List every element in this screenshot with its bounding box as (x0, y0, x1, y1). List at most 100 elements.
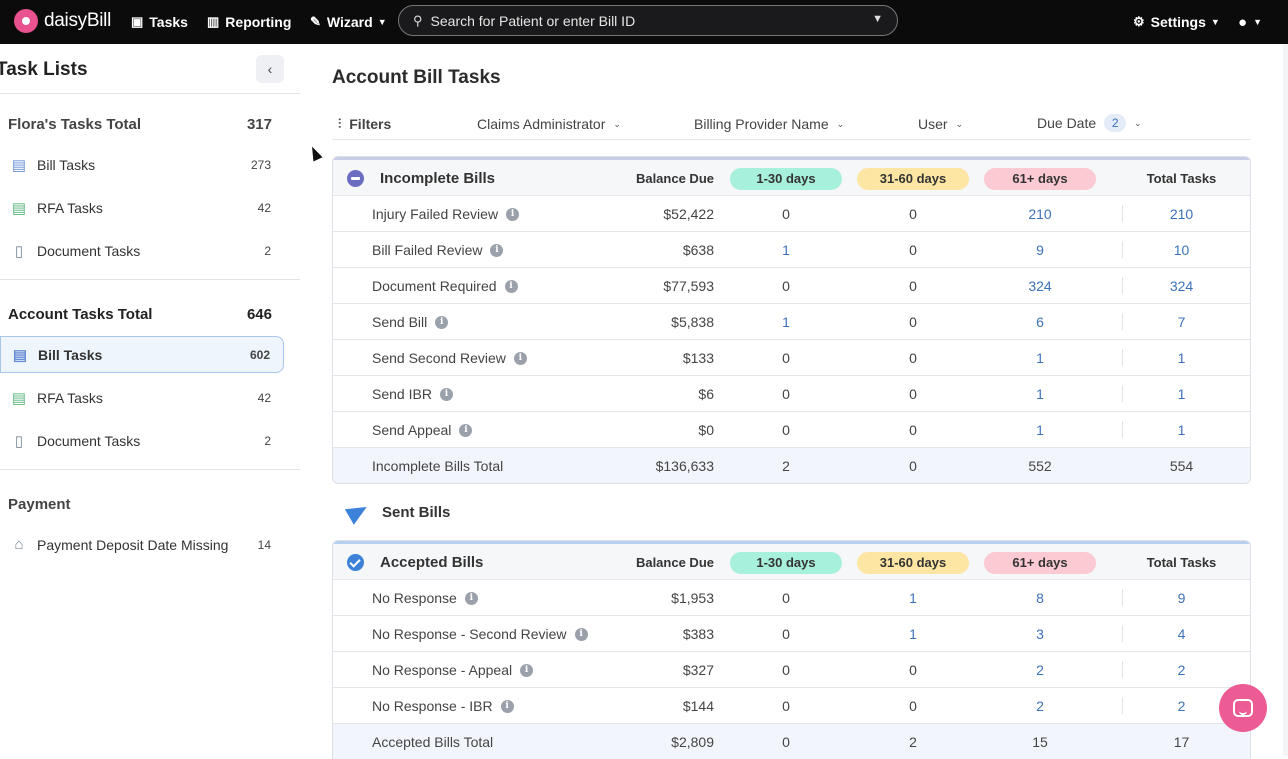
total-tasks-cell[interactable]: 210 (1169, 206, 1194, 222)
days-1-30-cell: 0 (782, 422, 790, 438)
info-icon[interactable]: i (513, 351, 527, 365)
sidebar-item-flora-document-tasks[interactable]: ▯ Document Tasks 2 (0, 232, 284, 269)
info-icon[interactable]: i (490, 243, 504, 257)
total-tasks-cell[interactable]: 1 (1177, 350, 1186, 366)
row-label: No Response - Second Review i (372, 626, 588, 642)
days-61-plus-cell[interactable]: 324 (1028, 278, 1052, 294)
days-1-30-cell: 0 (782, 386, 790, 402)
due-date-count-badge: 2 (1104, 114, 1127, 132)
total-tasks-cell[interactable]: 2 (1177, 662, 1186, 678)
bank-icon: ⌂ (14, 536, 24, 553)
balance-due-cell: $136,633 (655, 458, 714, 474)
total-tasks-cell[interactable]: 10 (1173, 242, 1190, 258)
nav-reporting[interactable]: ▥ Reporting (207, 0, 291, 44)
days-61-plus-cell[interactable]: 3 (1036, 626, 1044, 642)
sidebar-item-account-rfa-tasks[interactable]: ▤ RFA Tasks 42 (0, 379, 284, 416)
nav-wizard[interactable]: ✎ Wizard ▼ (310, 0, 387, 44)
info-icon[interactable]: i (504, 279, 518, 293)
days-31-60-cell: 0 (909, 278, 917, 294)
info-icon[interactable]: i (459, 423, 473, 437)
days-61-plus-cell[interactable]: 2 (1036, 698, 1044, 714)
row-label-text: Injury Failed Review (372, 206, 499, 222)
days-61-plus-cell[interactable]: 2 (1036, 662, 1044, 678)
balance-due-cell: $383 (682, 626, 714, 642)
row-label-text: Send Appeal (372, 422, 452, 438)
search-input[interactable]: ⚲ Search for Patient or enter Bill ID ▼ (398, 5, 898, 36)
chat-support-button[interactable] (1219, 684, 1267, 732)
page-scrollbar[interactable] (1283, 44, 1288, 756)
days-1-30-cell: 0 (782, 278, 790, 294)
days-61-plus-cell[interactable]: 1 (1036, 386, 1044, 402)
row-label-text: No Response - Second Review (372, 626, 567, 642)
total-tasks-cell[interactable]: 2 (1177, 698, 1186, 714)
daisybill-logo[interactable]: daisyBill (14, 9, 111, 33)
total-tasks-cell[interactable]: 7 (1177, 314, 1186, 330)
total-tasks-cell: 17 (1173, 734, 1190, 750)
days-61-plus-cell[interactable]: 9 (1036, 242, 1044, 258)
filters-toggle[interactable]: ⫶ Filters (338, 116, 391, 132)
info-icon[interactable]: i (464, 591, 478, 605)
row-label-text: Document Required (372, 278, 497, 294)
days-61-plus-cell[interactable]: 1 (1036, 350, 1044, 366)
user-filter[interactable]: User ⌄ (918, 116, 963, 132)
due-date-filter[interactable]: Due Date 2 ⌄ (1037, 114, 1142, 132)
days-1-30-cell: 2 (782, 458, 790, 474)
balance-due-cell: $5,838 (671, 314, 714, 330)
check-circle-icon[interactable] (347, 554, 364, 571)
floras-tasks-count: 317 (246, 116, 272, 133)
info-icon[interactable]: i (500, 699, 514, 713)
row-label: Send Bill i (372, 314, 449, 330)
info-icon[interactable]: i (574, 627, 588, 641)
sidebar-item-payment-deposit-date-missing[interactable]: ⌂ Payment Deposit Date Missing 14 (0, 526, 284, 563)
nav-tasks[interactable]: ▣ Tasks (131, 0, 188, 44)
sidebar-item-account-document-tasks[interactable]: ▯ Document Tasks 2 (0, 422, 284, 459)
days-31-60-cell: 0 (909, 422, 917, 438)
info-icon[interactable]: i (439, 387, 453, 401)
gear-icon: ⚙ (1133, 14, 1145, 29)
collapse-sidebar-button[interactable]: ‹ (256, 55, 284, 83)
nav-settings[interactable]: ⚙ Settings ▼ (1133, 0, 1220, 44)
info-icon[interactable]: i (506, 207, 520, 221)
sidebar-item-flora-bill-tasks[interactable]: ▤ Bill Tasks 273 (0, 146, 284, 183)
sidebar-item-account-bill-tasks[interactable]: ▤ Bill Tasks 602 (0, 336, 284, 373)
row-label: Injury Failed Review i (372, 206, 520, 222)
days-31-60-cell: 0 (909, 698, 917, 714)
sidebar-item-count: 2 (264, 243, 271, 258)
total-tasks-cell[interactable]: 324 (1169, 278, 1194, 294)
balance-due-cell: $144 (682, 698, 714, 714)
table-row: Document Required i $77,593 0 0 324 324 (333, 267, 1250, 303)
row-label: Send IBR i (372, 386, 453, 402)
claims-administrator-filter[interactable]: Claims Administrator ⌄ (477, 116, 621, 132)
magic-wand-icon: ✎ (310, 14, 321, 29)
row-label-text: No Response - Appeal (372, 662, 513, 678)
collapse-minus-icon[interactable] (347, 170, 364, 187)
total-tasks-cell[interactable]: 9 (1177, 590, 1186, 606)
search-dropdown-chevron-icon[interactable]: ▼ (872, 13, 883, 25)
column-divider (1122, 697, 1123, 714)
chevron-down-icon: ⌄ (955, 118, 964, 129)
days-1-30-cell: 0 (782, 698, 790, 714)
days-61-plus-cell[interactable]: 1 (1036, 422, 1044, 438)
user-menu[interactable]: ● ▼ (1238, 0, 1262, 44)
row-label-text: Send IBR (372, 386, 432, 402)
days-1-30-cell[interactable]: 1 (782, 314, 790, 330)
row-label: No Response - Appeal i (372, 662, 534, 678)
info-icon[interactable]: i (520, 663, 534, 677)
days-1-30-cell[interactable]: 1 (782, 242, 790, 258)
total-tasks-cell[interactable]: 1 (1177, 386, 1186, 402)
daisy-flower-icon (14, 9, 38, 33)
paper-plane-icon (344, 499, 372, 525)
total-tasks-cell[interactable]: 1 (1177, 422, 1186, 438)
row-label: Accepted Bills Total (372, 734, 493, 750)
clipboard-check-icon: ▣ (131, 14, 144, 29)
days-61-plus-cell[interactable]: 6 (1036, 314, 1044, 330)
info-icon[interactable]: i (435, 315, 449, 329)
total-tasks-cell[interactable]: 4 (1177, 626, 1186, 642)
days-61-plus-cell[interactable]: 8 (1036, 590, 1044, 606)
days-61-plus-cell[interactable]: 210 (1028, 206, 1052, 222)
sidebar-item-flora-rfa-tasks[interactable]: ▤ RFA Tasks 42 (0, 189, 284, 226)
days-31-60-cell[interactable]: 1 (909, 626, 917, 642)
row-label: Send Appeal i (372, 422, 473, 438)
billing-provider-filter[interactable]: Billing Provider Name ⌄ (694, 116, 844, 132)
days-31-60-cell[interactable]: 1 (909, 590, 917, 606)
